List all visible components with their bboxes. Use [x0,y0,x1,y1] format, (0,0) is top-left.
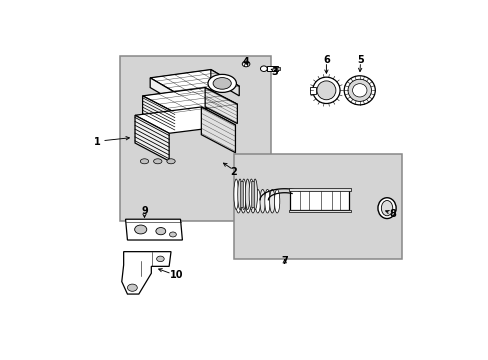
Text: 8: 8 [388,209,395,219]
Polygon shape [122,252,171,294]
Ellipse shape [344,76,374,105]
Ellipse shape [140,159,148,164]
Ellipse shape [260,189,265,213]
Bar [288,188,350,191]
Ellipse shape [252,179,257,210]
Ellipse shape [316,81,335,100]
Ellipse shape [250,189,255,213]
Text: 7: 7 [281,256,287,266]
Ellipse shape [352,84,366,97]
Polygon shape [135,107,235,133]
Text: 5: 5 [356,55,363,65]
Ellipse shape [240,189,245,213]
Bar [250,181,253,207]
Bar [288,210,350,212]
Ellipse shape [269,189,274,213]
Bar [120,56,271,221]
Ellipse shape [237,179,242,210]
Text: 6: 6 [323,55,329,65]
Ellipse shape [381,201,392,216]
Polygon shape [201,107,235,153]
Polygon shape [142,96,175,132]
Bar [233,154,401,260]
Text: 9: 9 [141,206,147,216]
Circle shape [156,228,165,235]
Ellipse shape [166,159,175,164]
Ellipse shape [377,198,395,219]
Circle shape [169,232,176,237]
Text: 10: 10 [170,270,183,280]
Ellipse shape [248,179,253,210]
Polygon shape [150,69,239,94]
Bar [309,87,315,94]
Bar [239,181,242,207]
Ellipse shape [264,189,269,213]
Circle shape [156,256,164,262]
Circle shape [242,61,249,67]
Ellipse shape [207,75,236,93]
Ellipse shape [233,179,238,210]
Ellipse shape [274,189,279,213]
Circle shape [127,284,137,291]
Bar [275,67,279,70]
Ellipse shape [235,189,241,213]
Ellipse shape [241,179,245,210]
Ellipse shape [153,159,162,164]
Ellipse shape [260,66,267,72]
Bar [266,67,277,71]
Text: 1: 1 [94,136,101,147]
Polygon shape [150,78,178,104]
Polygon shape [125,219,182,240]
Bar [290,190,348,210]
Polygon shape [135,115,169,161]
Ellipse shape [347,79,371,102]
Ellipse shape [255,189,260,213]
Polygon shape [142,87,237,112]
Text: 3: 3 [271,67,278,77]
Ellipse shape [245,179,249,210]
Ellipse shape [312,77,339,103]
Polygon shape [205,87,237,123]
Ellipse shape [213,77,231,89]
Circle shape [134,225,146,234]
Text: 4: 4 [242,57,249,67]
Polygon shape [210,69,239,96]
Text: 2: 2 [230,167,237,177]
Ellipse shape [245,189,250,213]
